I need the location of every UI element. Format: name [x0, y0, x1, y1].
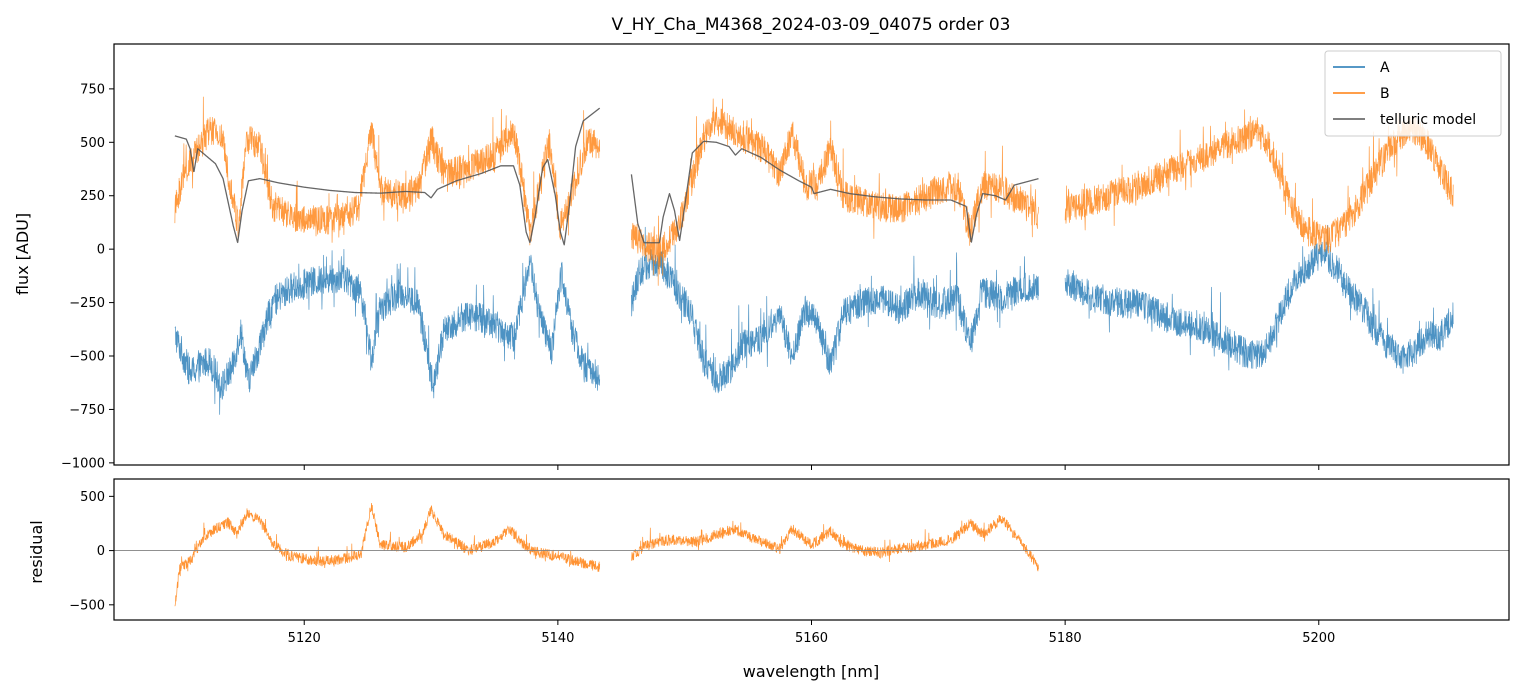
- series-line-telluric-model: [174, 107, 1039, 246]
- x-tick-label: 5160: [795, 631, 828, 646]
- chart-title: V_HY_Cha_M4368_2024-03-09_04075 order 03: [612, 15, 1011, 35]
- x-axis-label: wavelength [nm]: [743, 662, 880, 681]
- legend-label-a: A: [1380, 60, 1390, 76]
- y-tick-label: 250: [80, 189, 105, 204]
- y-tick-label: −1000: [61, 456, 105, 471]
- y-tick-label: 500: [80, 136, 105, 151]
- x-tick-label: 5120: [288, 631, 321, 646]
- top-panel: −1000 −750 −500 −250 0 250 500 750 flux [ADU] A…: [13, 43, 1510, 471]
- x-tick-label: 5180: [1049, 631, 1082, 646]
- y-tick-label: 750: [80, 82, 105, 97]
- top-series-group: [174, 96, 1454, 415]
- top-x-axis: [303, 465, 1320, 470]
- bottom-y-axis: −500 0 500: [69, 490, 114, 613]
- x-tick-label: 5140: [541, 631, 574, 646]
- bottom-series-group: [114, 503, 1509, 607]
- y-tick-label: −500: [69, 350, 105, 365]
- bottom-y-axis-label: residual: [27, 520, 46, 583]
- y-tick-label: 500: [80, 490, 105, 505]
- legend-label-telluric: telluric model: [1380, 112, 1476, 128]
- bottom-x-axis: 5120 5140 5160 5180 5200: [288, 620, 1335, 646]
- top-plot-frame: [113, 43, 1510, 466]
- legend-frame: [1324, 50, 1502, 137]
- bottom-plot-frame: [113, 478, 1510, 621]
- top-y-axis: −1000 −750 −500 −250 0 250 500 750: [61, 82, 114, 471]
- y-tick-label: 0: [97, 243, 105, 258]
- y-tick-label: 0: [97, 544, 105, 559]
- legend: A B telluric model: [1324, 50, 1502, 137]
- y-tick-label: −500: [69, 598, 105, 613]
- legend-label-b: B: [1380, 86, 1390, 102]
- y-tick-label: −250: [69, 296, 105, 311]
- y-tick-label: −750: [69, 403, 105, 418]
- series-line-b: [174, 96, 1454, 286]
- top-y-axis-label: flux [ADU]: [13, 213, 32, 295]
- series-line-a: [174, 224, 1454, 415]
- x-tick-label: 5200: [1302, 631, 1335, 646]
- residual-line-b: [174, 503, 1039, 607]
- bottom-panel: −500 0 500 5120 5140 5160 5180 5200 residual w…: [27, 478, 1510, 681]
